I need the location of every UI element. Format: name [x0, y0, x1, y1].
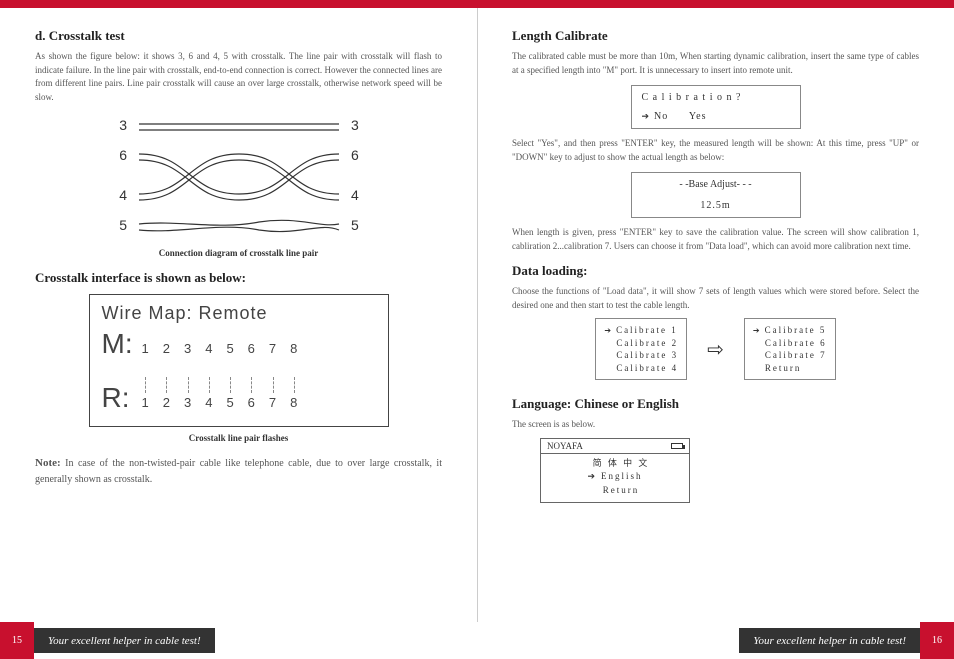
lang-p5: The screen is as below.: [512, 418, 919, 432]
r-num: 8: [290, 395, 297, 410]
base-adjust-box: - -Base Adjust- - - 12.5m: [631, 172, 801, 218]
length-p2: Select "Yes", and then press "ENTER" key…: [512, 137, 919, 164]
diag-l-0: 3: [119, 117, 127, 133]
footer-left: 15 Your excellent helper in cable test!: [0, 622, 477, 659]
length-p3: When length is given, press "ENTER" key …: [512, 226, 919, 253]
left-page: d. Crosstalk test As shown the figure be…: [0, 8, 477, 622]
diag-r-2: 4: [351, 187, 359, 203]
diag-r-0: 3: [351, 117, 359, 133]
base-val: 12.5m: [642, 200, 790, 211]
calib-yes: Yes: [689, 111, 707, 122]
footer-right: Your excellent helper in cable test! 16: [477, 622, 954, 659]
list1-0: Calibrate 1: [604, 325, 677, 335]
footer: 15 Your excellent helper in cable test! …: [0, 622, 954, 659]
diag-l-2: 4: [119, 187, 127, 203]
r-nums: 1 2 3 4 5 6 7 8: [142, 395, 298, 410]
note-label: Note:: [35, 457, 61, 469]
wire-map-box: Wire Map: Remote M: 1 2 3 4 5 6 7 8 R:: [89, 294, 389, 427]
r-num: 2: [163, 395, 170, 410]
m-label: M:: [102, 328, 142, 360]
base-title: - -Base Adjust- - -: [642, 179, 790, 190]
length-p1: The calibrated cable must be more than 1…: [512, 50, 919, 77]
m-num: 3: [184, 341, 191, 356]
lang-ret: Return: [559, 484, 683, 498]
language-heading: Language: Chinese or English: [512, 396, 919, 412]
wire-row-r: R: 1 2 3 4 5 6 7 8: [102, 382, 376, 414]
wire-row-m: M: 1 2 3 4 5 6 7 8: [102, 328, 376, 360]
list2-0: Calibrate 5: [753, 325, 826, 335]
tagline-left: Your excellent helper in cable test!: [34, 628, 215, 653]
diag-r-3: 5: [351, 217, 359, 233]
lang-cn: 简 体 中 文: [559, 457, 683, 471]
m-num: 7: [269, 341, 276, 356]
r-num: 3: [184, 395, 191, 410]
m-nums: 1 2 3 4 5 6 7 8: [142, 341, 298, 356]
r-num: 1: [142, 395, 149, 410]
note-text: Note: In case of the non-twisted-pair ca…: [35, 455, 442, 487]
battery-icon: [671, 443, 683, 449]
page-num-left: 15: [0, 622, 34, 659]
crosstalk-paragraph: As shown the figure below: it shows 3, 6…: [35, 50, 442, 104]
m-num: 1: [142, 341, 149, 356]
r-num: 7: [269, 395, 276, 410]
page-num-right: 16: [920, 622, 954, 659]
list1-3: Calibrate 4: [616, 362, 678, 375]
lang-brand: NOYAFA: [547, 441, 583, 451]
data-p4: Choose the functions of "Load data", it …: [512, 285, 919, 312]
m-num: 5: [226, 341, 233, 356]
tagline-right: Your excellent helper in cable test!: [739, 628, 920, 653]
diagram-caption: Connection diagram of crosstalk line pai…: [35, 248, 442, 258]
m-num: 4: [205, 341, 212, 356]
r-num: 4: [205, 395, 212, 410]
note-body: In case of the non-twisted-pair cable li…: [35, 458, 442, 485]
calib-title: C a l i b r a t i o n ?: [642, 92, 790, 103]
right-page: Length Calibrate The calibrated cable mu…: [477, 8, 954, 622]
data-box-2: Calibrate 5 Calibrate 6 Calibrate 7 Retu…: [744, 318, 836, 380]
m-num: 6: [248, 341, 255, 356]
m-num: 2: [163, 341, 170, 356]
lang-en: English: [547, 470, 683, 484]
crosstalk-diagram: 3 6 4 5 3 6 4 5: [99, 112, 379, 242]
diag-r-1: 6: [351, 147, 359, 163]
diag-l-3: 5: [119, 217, 127, 233]
data-box-1: Calibrate 1 Calibrate 2 Calibrate 3 Cali…: [595, 318, 687, 380]
calibration-box: C a l i b r a t i o n ? No Yes: [631, 85, 801, 129]
r-num: 6: [248, 395, 255, 410]
r-label: R:: [102, 382, 142, 414]
length-heading: Length Calibrate: [512, 28, 919, 44]
wire-map-title: Wire Map: Remote: [102, 303, 376, 324]
lang-body: 简 体 中 文 English Return: [541, 454, 689, 503]
arrow-icon: ⇨: [707, 337, 724, 362]
data-columns: Calibrate 1 Calibrate 2 Calibrate 3 Cali…: [512, 318, 919, 380]
wire-caption: Crosstalk line pair flashes: [35, 433, 442, 443]
data-loading-heading: Data loading:: [512, 263, 919, 279]
language-box: NOYAFA 简 体 中 文 English Return: [540, 438, 690, 504]
list1-1: Calibrate 2: [616, 337, 678, 350]
r-num: 5: [226, 395, 233, 410]
m-num: 8: [290, 341, 297, 356]
list2-2: Calibrate 7: [765, 349, 827, 362]
crosstalk-heading: d. Crosstalk test: [35, 28, 442, 44]
top-red-bar: [0, 0, 954, 8]
lang-header: NOYAFA: [541, 439, 689, 454]
calib-no: No: [642, 111, 669, 122]
list2-1: Calibrate 6: [765, 337, 827, 350]
list1-2: Calibrate 3: [616, 349, 678, 362]
list2-3: Return: [765, 362, 827, 375]
diag-l-1: 6: [119, 147, 127, 163]
interface-heading: Crosstalk interface is shown as below:: [35, 270, 442, 286]
pages-container: d. Crosstalk test As shown the figure be…: [0, 8, 954, 622]
